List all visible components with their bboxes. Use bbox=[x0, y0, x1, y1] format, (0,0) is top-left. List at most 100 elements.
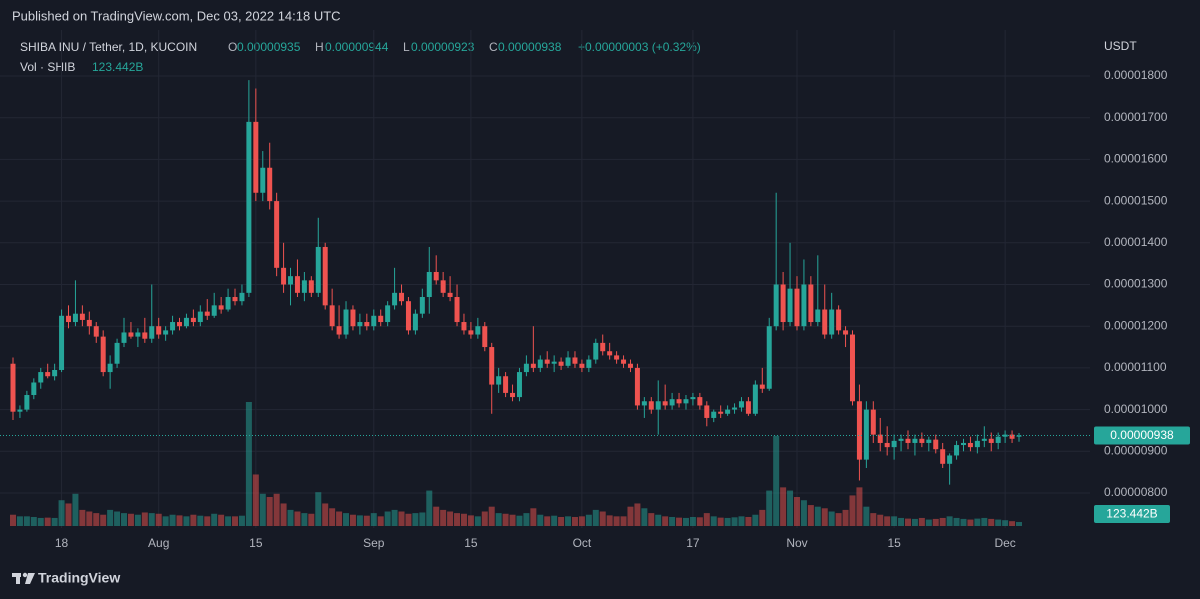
volume-bar bbox=[634, 503, 641, 526]
legend-key: L bbox=[403, 40, 410, 54]
volume-bar bbox=[391, 509, 398, 526]
y-tick-label: 0.00001300 bbox=[1104, 277, 1168, 291]
candle-body bbox=[440, 280, 446, 293]
candle-body bbox=[947, 455, 953, 464]
candle-body bbox=[454, 297, 460, 323]
volume-box bbox=[1094, 505, 1170, 524]
y-tick-label: 0.00001500 bbox=[1104, 193, 1168, 207]
volume-bar bbox=[363, 515, 370, 526]
volume-bar bbox=[232, 516, 239, 526]
volume-bar bbox=[259, 493, 266, 526]
volume-bar bbox=[606, 515, 613, 526]
candle-body bbox=[766, 326, 772, 389]
volume-bar bbox=[245, 402, 252, 526]
candle-body bbox=[593, 342, 599, 360]
volume-bar bbox=[662, 516, 669, 526]
candle-body bbox=[683, 399, 689, 404]
x-tick-label: 18 bbox=[55, 536, 69, 550]
volume-bar bbox=[127, 513, 134, 526]
volume-bar bbox=[835, 513, 842, 526]
candle-body bbox=[204, 311, 210, 316]
volume-bar bbox=[592, 509, 599, 526]
candle-body bbox=[378, 315, 384, 323]
candle-body bbox=[260, 167, 266, 193]
x-tick-label: 15 bbox=[249, 536, 263, 550]
y-unit: USDT bbox=[1104, 39, 1137, 53]
candle-body bbox=[940, 449, 946, 464]
candle-body bbox=[357, 322, 363, 327]
candle-body bbox=[912, 438, 918, 443]
logo-part bbox=[16, 573, 20, 584]
candle-body bbox=[870, 409, 876, 435]
volume-bar bbox=[100, 514, 107, 526]
candle-body bbox=[142, 332, 148, 339]
candle-body bbox=[322, 246, 328, 306]
volume-bar bbox=[433, 506, 440, 526]
volume-bar bbox=[204, 516, 211, 526]
candle-body bbox=[960, 442, 966, 446]
candle-body bbox=[197, 311, 203, 323]
volume-bar bbox=[322, 503, 329, 526]
volume-bar bbox=[523, 513, 530, 526]
x-tick-label: Nov bbox=[786, 536, 807, 550]
candle-body bbox=[163, 330, 169, 335]
candle-body bbox=[669, 399, 675, 406]
candle-body bbox=[190, 317, 196, 323]
last-price-box bbox=[1094, 426, 1190, 445]
candle-body bbox=[107, 363, 113, 373]
candle-body bbox=[426, 271, 432, 298]
candle-body bbox=[759, 384, 765, 389]
candle-body bbox=[364, 322, 370, 327]
volume-bar bbox=[696, 517, 703, 526]
candle-body bbox=[856, 401, 862, 460]
volume-bar bbox=[530, 508, 537, 526]
volume-bar bbox=[30, 516, 37, 526]
candle-body bbox=[475, 326, 481, 335]
y-tick-label: 0.00001100 bbox=[1104, 360, 1167, 374]
volume-bar bbox=[107, 509, 114, 526]
volume-bar bbox=[488, 506, 495, 526]
volume-bar bbox=[717, 517, 724, 526]
candle-body bbox=[274, 201, 280, 268]
volume-bar bbox=[891, 516, 898, 526]
legend-key: H bbox=[315, 40, 324, 54]
volume-bar bbox=[585, 514, 592, 526]
candle-body bbox=[218, 305, 224, 310]
candle-body bbox=[232, 297, 238, 302]
logo-part bbox=[25, 573, 35, 584]
candle-body bbox=[822, 309, 828, 335]
volume-bar bbox=[79, 509, 86, 526]
volume-bar bbox=[183, 516, 190, 526]
y-tick-label: 0.00001700 bbox=[1104, 110, 1168, 124]
volume-bar bbox=[1002, 520, 1009, 526]
volume-bar bbox=[648, 513, 655, 526]
volume-bar bbox=[218, 514, 225, 526]
volume-bar bbox=[155, 513, 162, 526]
volume-bar bbox=[759, 509, 766, 526]
candle-body bbox=[59, 315, 65, 370]
volume-bar bbox=[613, 516, 620, 526]
volume-bar bbox=[856, 487, 863, 526]
volume-bar bbox=[904, 518, 911, 526]
candle-body bbox=[482, 326, 488, 348]
candle-body bbox=[725, 409, 731, 414]
candle-body bbox=[891, 440, 897, 448]
volume-bar bbox=[294, 511, 301, 526]
volume-bar bbox=[516, 515, 523, 526]
candle-body bbox=[863, 409, 869, 460]
candle-body bbox=[926, 439, 932, 443]
volume-bar bbox=[627, 506, 634, 526]
volume-bar bbox=[821, 508, 828, 526]
volume-bar bbox=[544, 516, 551, 526]
candle-body bbox=[52, 369, 58, 377]
candle-body bbox=[849, 334, 855, 402]
volume-bar bbox=[440, 509, 447, 526]
legend-value: 0.00000935 bbox=[237, 40, 301, 54]
volume-bar bbox=[898, 517, 905, 526]
volume-bar bbox=[558, 516, 565, 526]
volume-bar bbox=[641, 508, 648, 526]
candle-body bbox=[211, 305, 217, 316]
candle-body bbox=[239, 292, 245, 302]
x-tick-label: 15 bbox=[464, 536, 478, 550]
